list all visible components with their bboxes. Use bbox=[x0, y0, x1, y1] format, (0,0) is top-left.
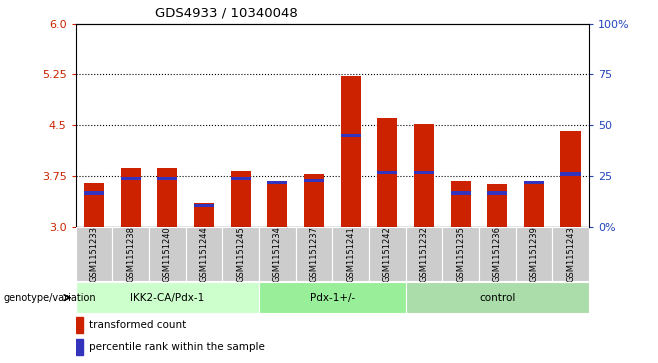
Text: GSM1151240: GSM1151240 bbox=[163, 226, 172, 282]
Text: GSM1151233: GSM1151233 bbox=[89, 226, 99, 282]
Bar bbox=[341, 134, 361, 137]
Bar bbox=[84, 191, 104, 195]
Bar bbox=[120, 176, 141, 180]
Bar bbox=[230, 176, 251, 180]
Text: GSM1151245: GSM1151245 bbox=[236, 226, 245, 282]
Bar bbox=[149, 227, 186, 281]
Bar bbox=[451, 181, 470, 227]
Bar bbox=[157, 168, 178, 227]
Bar bbox=[113, 227, 149, 281]
Bar bbox=[120, 168, 141, 227]
Bar bbox=[194, 204, 214, 207]
Bar bbox=[524, 181, 544, 227]
Bar bbox=[76, 282, 259, 313]
Bar bbox=[186, 227, 222, 281]
Bar bbox=[516, 227, 552, 281]
Bar bbox=[479, 227, 516, 281]
Text: GSM1151238: GSM1151238 bbox=[126, 226, 135, 282]
Bar bbox=[414, 124, 434, 227]
Bar bbox=[377, 171, 397, 174]
Text: IKK2-CA/Pdx-1: IKK2-CA/Pdx-1 bbox=[130, 293, 205, 303]
Bar bbox=[194, 203, 214, 227]
Bar bbox=[487, 191, 507, 195]
Text: control: control bbox=[479, 293, 515, 303]
Bar bbox=[259, 227, 295, 281]
Bar bbox=[341, 77, 361, 227]
Bar bbox=[222, 227, 259, 281]
Text: GSM1151236: GSM1151236 bbox=[493, 226, 502, 282]
Text: GSM1151242: GSM1151242 bbox=[383, 226, 392, 282]
Text: GDS4933 / 10340048: GDS4933 / 10340048 bbox=[155, 7, 297, 20]
Bar bbox=[487, 184, 507, 227]
Text: GSM1151241: GSM1151241 bbox=[346, 226, 355, 282]
Bar bbox=[561, 172, 580, 176]
Text: GSM1151237: GSM1151237 bbox=[309, 226, 318, 282]
Text: GSM1151239: GSM1151239 bbox=[530, 226, 538, 282]
Bar bbox=[230, 171, 251, 227]
Bar bbox=[267, 181, 288, 227]
Text: GSM1151244: GSM1151244 bbox=[199, 226, 209, 282]
Bar bbox=[332, 227, 369, 281]
Bar bbox=[304, 174, 324, 227]
Bar bbox=[304, 179, 324, 182]
Bar bbox=[76, 339, 84, 355]
Bar bbox=[76, 317, 84, 333]
Text: GSM1151234: GSM1151234 bbox=[273, 226, 282, 282]
Bar bbox=[451, 191, 470, 195]
Bar bbox=[442, 227, 479, 281]
Bar bbox=[561, 131, 580, 227]
Bar bbox=[377, 118, 397, 227]
Bar bbox=[414, 171, 434, 174]
Text: transformed count: transformed count bbox=[88, 320, 186, 330]
Text: GSM1151243: GSM1151243 bbox=[566, 226, 575, 282]
Bar bbox=[524, 181, 544, 184]
Bar bbox=[295, 227, 332, 281]
Text: GSM1151235: GSM1151235 bbox=[456, 226, 465, 282]
Bar bbox=[405, 227, 442, 281]
Bar bbox=[259, 282, 405, 313]
Bar bbox=[157, 176, 178, 180]
Text: Pdx-1+/-: Pdx-1+/- bbox=[310, 293, 355, 303]
Text: percentile rank within the sample: percentile rank within the sample bbox=[88, 342, 265, 352]
Bar bbox=[84, 183, 104, 227]
Bar bbox=[267, 181, 288, 184]
Bar bbox=[369, 227, 405, 281]
Text: genotype/variation: genotype/variation bbox=[3, 293, 96, 303]
Bar bbox=[552, 227, 589, 281]
Text: GSM1151232: GSM1151232 bbox=[419, 226, 428, 282]
Bar bbox=[76, 227, 113, 281]
Bar bbox=[405, 282, 589, 313]
